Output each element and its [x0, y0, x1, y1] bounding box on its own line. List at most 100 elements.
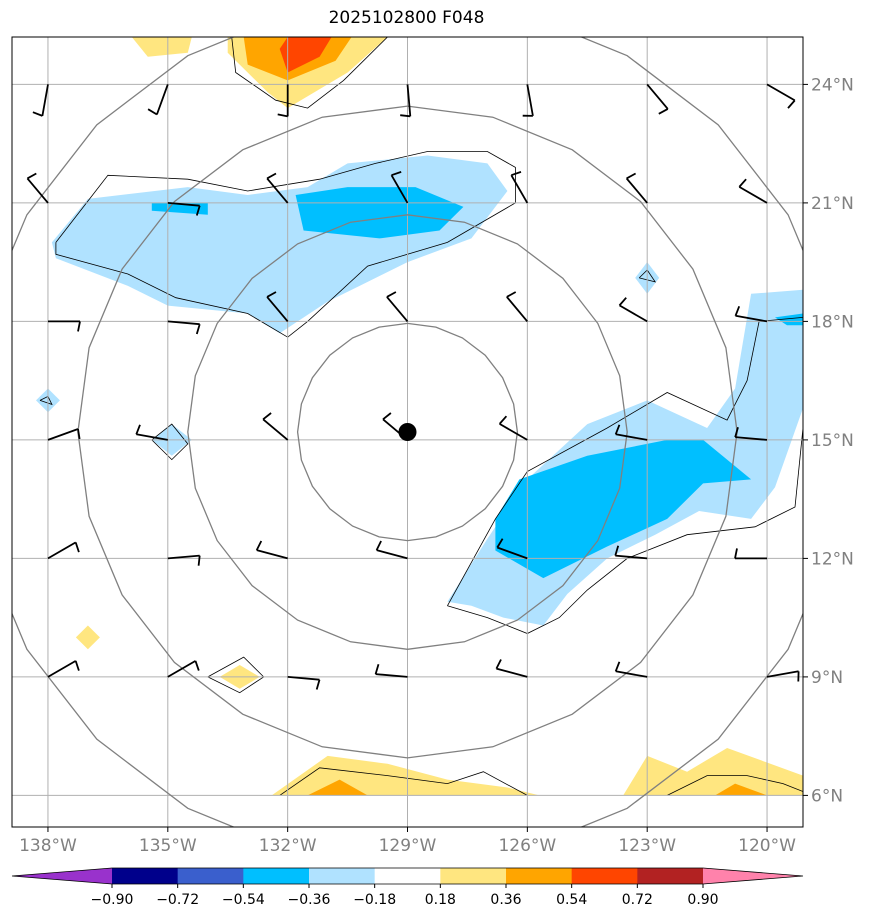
contour-line: [447, 317, 803, 606]
wind-barb: [167, 202, 201, 216]
range-ring: [12, 37, 803, 827]
colorbar-segment: [112, 868, 179, 884]
wind-barb: [32, 84, 49, 117]
wind-barb: [646, 83, 669, 115]
wind-barb: [167, 320, 201, 335]
colorbar-tick-label: 0.72: [622, 892, 653, 908]
shaded-region: [295, 187, 464, 239]
wind-barb: [375, 540, 408, 560]
y-tick-label: 12°N: [811, 549, 854, 569]
x-tick-label: 120°W: [738, 836, 796, 856]
shaded-region: [131, 37, 192, 57]
colorbar-segment: [243, 868, 310, 884]
y-tick-label: 21°N: [811, 194, 854, 214]
colorbar-segment: [571, 868, 638, 884]
contour-line: [279, 767, 528, 796]
x-tick-label: 126°W: [498, 836, 556, 856]
wind-barb: [147, 84, 169, 116]
shaded-region: [775, 313, 803, 326]
wind-barb: [766, 83, 796, 109]
y-tick-label: 6°N: [811, 786, 843, 806]
x-tick-label: 132°W: [259, 836, 317, 856]
wind-barb: [255, 540, 288, 560]
range-ring: [296, 322, 519, 542]
wind-barb: [386, 291, 409, 322]
colorbar-tick-label: −0.90: [91, 892, 134, 908]
colorbar-tick-label: −0.54: [222, 892, 265, 908]
colorbar-tick-label: 0.90: [687, 892, 718, 908]
wind-barb: [625, 172, 648, 204]
wind-barb: [266, 172, 289, 204]
contour-line: [667, 775, 803, 796]
wind-barb: [510, 171, 529, 204]
wind-barb: [734, 305, 768, 323]
center-marker: [398, 423, 417, 441]
contour-line: [151, 423, 189, 461]
shaded-region: [271, 755, 540, 796]
y-tick-label: 24°N: [811, 75, 854, 95]
wind-barb: [47, 660, 80, 678]
shaded-region: [51, 155, 508, 334]
wind-barb: [48, 320, 81, 332]
contour-line: [39, 395, 53, 406]
wind-barb: [47, 428, 81, 441]
wind-barb: [522, 84, 534, 117]
storm-center: [398, 423, 417, 441]
wind-barb: [135, 424, 168, 441]
colorbar-tick-label: −0.72: [156, 892, 199, 908]
wind-barb: [614, 661, 648, 678]
wind-barb: [734, 548, 767, 560]
contour-line: [447, 427, 803, 634]
wind-barb: [262, 412, 289, 441]
wind-barb: [506, 291, 528, 322]
x-tick-label: 129°W: [379, 836, 437, 856]
wind-barb: [498, 415, 528, 441]
x-tick-label: 138°W: [19, 836, 77, 856]
colorbar-tick-label: 0.54: [556, 892, 587, 908]
colorbar-tick-label: 0.18: [425, 892, 456, 908]
colorbar-segment: [309, 868, 376, 884]
shaded-region: [495, 439, 752, 579]
range-ring: [187, 214, 628, 650]
wind-barb: [400, 84, 412, 118]
wind-barb: [496, 538, 528, 560]
colorbar-segment: [374, 868, 441, 884]
colorbar-extend-high: [703, 868, 803, 884]
wind-barb: [374, 664, 408, 678]
colorbar-segment: [177, 868, 244, 884]
contour-lines: [39, 37, 803, 796]
wind-barbs: [26, 83, 800, 690]
colorbar: −0.90 −0.72 −0.54 −0.36 −0.18 0.18 0.36 0.54 0.7…: [11, 867, 804, 908]
colorbar-tick-label: −0.18: [353, 892, 396, 908]
x-tick-label: 135°W: [139, 836, 197, 856]
wind-barb: [495, 659, 528, 678]
wind-barb: [766, 670, 800, 682]
wind-barb: [390, 171, 409, 204]
shaded-region: [75, 625, 100, 650]
wind-barb: [167, 660, 200, 678]
shaded-region: [623, 748, 803, 796]
colorbar-extend-low: [12, 868, 112, 884]
y-axis-ticks: 6°N 9°N 12°N 15°N 18°N 21°N 24°N: [803, 75, 854, 806]
y-tick-label: 18°N: [811, 312, 854, 332]
colorbar-segment: [440, 868, 507, 884]
y-tick-label: 9°N: [811, 668, 843, 688]
wind-barb: [738, 178, 768, 204]
x-tick-label: 123°W: [618, 836, 676, 856]
colorbar-segment: [637, 868, 704, 884]
shaded-region: [715, 783, 767, 796]
shaded-region: [307, 779, 368, 796]
wind-barb: [47, 541, 80, 560]
wind-barb: [614, 545, 648, 560]
shaded-region: [279, 37, 332, 73]
chart-title: 2025102800 F048: [328, 8, 485, 28]
colorbar-tick-label: 0.36: [490, 892, 521, 908]
wind-barb: [734, 427, 768, 441]
wind-barb: [614, 424, 648, 441]
wind-barb: [618, 297, 648, 323]
y-tick-label: 15°N: [811, 431, 854, 451]
colorbar-segment: [506, 868, 573, 884]
colorbar-tick-label: −0.36: [288, 892, 331, 908]
contour-line: [231, 37, 388, 109]
